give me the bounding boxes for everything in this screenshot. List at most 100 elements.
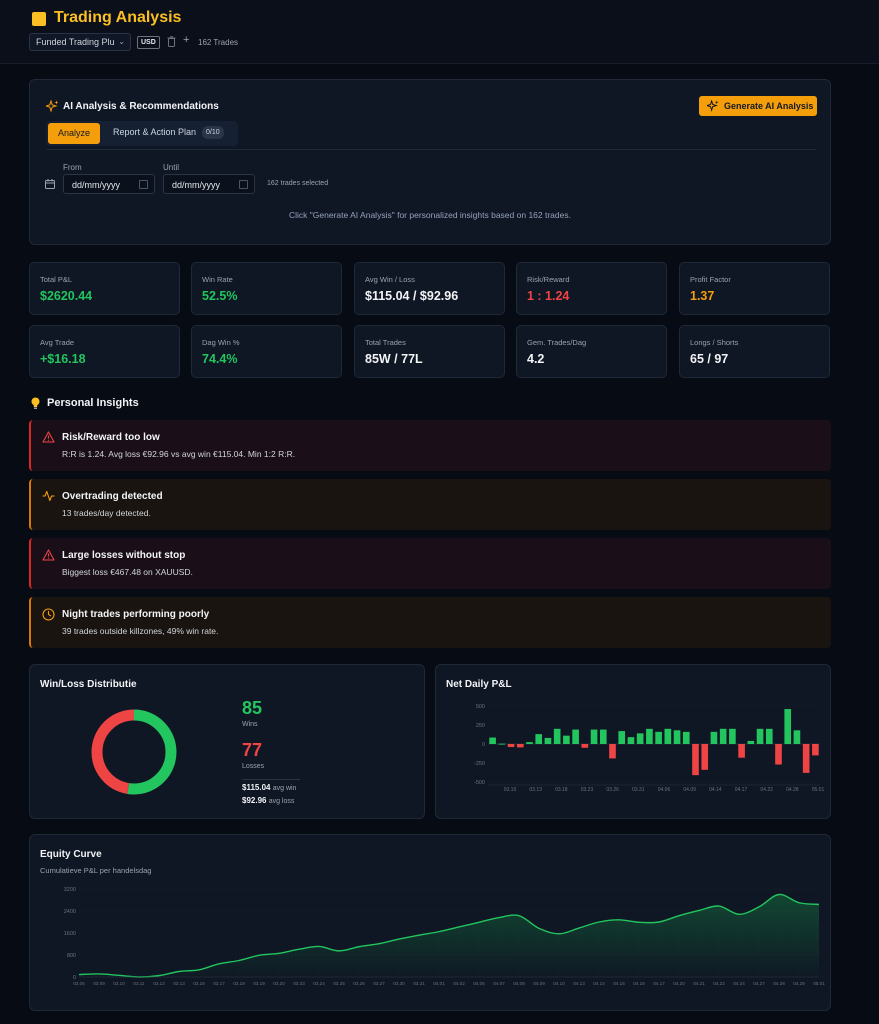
- insight-description: 39 trades outside killzones, 49% win rat…: [62, 626, 219, 636]
- alert-triangle-icon: [42, 431, 55, 443]
- tab-report-action-plan[interactable]: Report & Action Plan: [113, 127, 197, 137]
- x-tick-label: 03.30: [393, 981, 405, 986]
- until-date-input[interactable]: dd/mm/yyyy: [163, 174, 255, 194]
- divider: [46, 149, 816, 150]
- stat-card: Avg Trade +$16.18: [29, 325, 180, 378]
- bar: [646, 728, 653, 744]
- x-tick-label: 03.11: [133, 981, 145, 986]
- equity-area: [79, 894, 819, 978]
- y-tick-label: -500: [474, 780, 485, 786]
- bar: [812, 744, 819, 756]
- from-label: From: [63, 163, 82, 172]
- stat-value: 1.37: [690, 289, 715, 303]
- account-select[interactable]: Funded Trading Plu ⌄: [29, 33, 131, 51]
- y-tick-label: 800: [67, 953, 76, 959]
- bar: [599, 729, 607, 744]
- calendar-icon[interactable]: [239, 180, 248, 189]
- stat-card: Dag Win % 74.4%: [191, 325, 342, 378]
- bar: [701, 744, 709, 770]
- account-select-value: Funded Trading Plu: [36, 37, 115, 47]
- insight-title: Overtrading detected: [62, 491, 163, 502]
- generate-button-label: Generate AI Analysis: [724, 101, 814, 111]
- x-tick-label: 03.17: [213, 981, 225, 986]
- activity-icon: [42, 490, 55, 502]
- y-tick-label: 1600: [64, 931, 76, 937]
- clock-icon: [42, 608, 55, 621]
- x-tick-label: 04.13: [573, 981, 585, 986]
- x-tick-label: 04.14: [709, 787, 722, 793]
- x-tick-label: 05.01: [812, 787, 825, 793]
- stat-value: $115.04 / $92.96: [365, 289, 459, 303]
- losses-count: 77: [242, 740, 263, 760]
- add-account-icon[interactable]: +: [183, 34, 190, 46]
- x-tick-label: 03.18: [555, 787, 568, 793]
- currency-badge[interactable]: USD: [137, 36, 160, 49]
- trash-icon[interactable]: [167, 36, 176, 47]
- from-date-input[interactable]: dd/mm/yyyy: [63, 174, 155, 194]
- stat-card: Longs / Shorts 65 / 97: [679, 325, 830, 378]
- calendar-icon[interactable]: [139, 180, 148, 189]
- ai-hint-text: Click "Generate AI Analysis" for persona…: [289, 210, 571, 220]
- stat-card: Risk/Reward 1 : 1.24: [516, 262, 667, 315]
- x-tick-label: 03.10: [504, 787, 517, 793]
- avg-loss-line: $92.96 avg loss: [242, 796, 294, 805]
- x-tick-label: 04.14: [593, 981, 605, 986]
- x-tick-label: 03.23: [581, 787, 594, 793]
- insight-title: Night trades performing poorly: [62, 609, 210, 620]
- x-tick-label: 03.12: [153, 981, 165, 986]
- y-tick-label: 2400: [64, 909, 76, 915]
- bar: [526, 742, 533, 744]
- x-tick-label: 04.22: [713, 981, 725, 986]
- x-tick-label: 03.25: [333, 981, 345, 986]
- x-tick-label: 04.16: [633, 981, 645, 986]
- x-tick-label: 03.10: [113, 981, 125, 986]
- avg-loss-label: avg loss: [268, 798, 295, 805]
- bar: [729, 728, 736, 744]
- sparkles-icon: [707, 100, 719, 112]
- y-tick-label: -250: [474, 761, 485, 767]
- stat-label: Total Trades: [365, 338, 406, 347]
- x-tick-label: 04.09: [683, 787, 696, 793]
- x-tick-label: 04.06: [658, 787, 671, 793]
- win-loss-panel: Win/Loss Distributie 85 Wins 77 Losses $…: [29, 664, 425, 819]
- calendar-icon: [45, 179, 55, 189]
- bar: [507, 744, 515, 748]
- stat-label: Avg Trade: [40, 338, 75, 347]
- insights-title: Personal Insights: [47, 397, 139, 409]
- x-tick-label: 03.06: [73, 981, 85, 986]
- x-tick-label: 04.21: [693, 981, 705, 986]
- bar: [618, 731, 626, 744]
- bar: [655, 731, 662, 744]
- avg-win-line: $115.04 avg win: [242, 783, 296, 792]
- x-tick-label: 03.16: [193, 981, 205, 986]
- stat-value: 65 / 97: [690, 352, 729, 366]
- divider: [242, 779, 300, 780]
- bar: [553, 728, 561, 744]
- stat-card: Profit Factor 1.37: [679, 262, 830, 315]
- insight-card: Night trades performing poorly 39 trades…: [29, 597, 831, 648]
- x-tick-label: 04.06: [473, 981, 485, 986]
- stat-value: 85W / 77L: [365, 352, 423, 366]
- insight-title: Large losses without stop: [62, 550, 186, 561]
- x-tick-label: 03.13: [173, 981, 185, 986]
- stat-label: Profit Factor: [690, 275, 731, 284]
- y-tick-label: 250: [476, 723, 485, 729]
- x-tick-label: 03.23: [293, 981, 305, 986]
- x-tick-label: 04.10: [553, 981, 565, 986]
- app-header: Trading Analysis Funded Trading Plu ⌄ US…: [0, 0, 879, 64]
- tab-analyze[interactable]: Analyze: [48, 123, 100, 144]
- sparkles-icon: [46, 100, 59, 113]
- equity-subtitle: Cumulatieve P&L per handelsdag: [40, 866, 152, 875]
- win-loss-title: Win/Loss Distributie: [40, 679, 137, 690]
- x-tick-label: 04.28: [773, 981, 785, 986]
- x-tick-label: 03.18: [233, 981, 245, 986]
- generate-ai-analysis-button[interactable]: Generate AI Analysis: [699, 96, 817, 116]
- stat-value: $2620.44: [40, 289, 93, 303]
- bar: [535, 734, 543, 744]
- x-tick-label: 04.15: [613, 981, 625, 986]
- x-tick-label: 04.01: [433, 981, 445, 986]
- equity-area-chart: 3200 2400 1600 800 003.06 03.09 03.10 03.11 03.1…: [64, 887, 825, 986]
- losses-label: Losses: [242, 763, 265, 770]
- bar: [802, 744, 810, 773]
- bar: [544, 737, 552, 744]
